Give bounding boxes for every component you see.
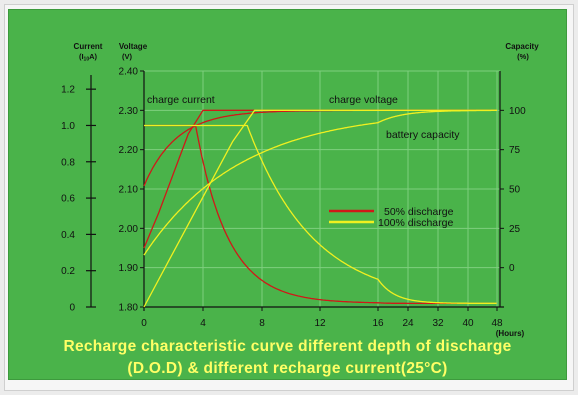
x-tick-label: 48 [491,318,503,329]
caption-line-2: (D.O.D) & different recharge current(25°… [127,360,448,377]
x-tick-label: 24 [402,318,414,329]
x-tick-label: 32 [432,318,444,329]
voltage-tick-label: 2.00 [119,224,139,235]
x-tick-label: 40 [462,318,474,329]
current-tick-label: 0.4 [61,230,75,241]
series-line-current-100pct [144,124,497,304]
voltage-tick-label: 1.80 [119,303,139,314]
series-line-voltage-50pct [143,109,497,249]
caption-line-1: Recharge characteristic curve different … [63,338,512,355]
current-tick-label: 0.8 [61,157,75,168]
current-tick-label: 1.2 [61,85,75,96]
voltage-tick-label: 2.30 [119,106,139,117]
current-tick-label: 0.2 [61,266,75,277]
charge-voltage-label: charge voltage [329,94,398,106]
capacity-tick-label: 25 [509,224,521,235]
labels: 0 0.2 0.4 0.6 0.8 1.0 1.2 1.80 1.90 2.00 2.10 2.20 2… [61,67,526,330]
voltage-axis-title: Voltage [119,42,148,51]
capacity-tick-label: 100 [509,106,526,117]
current-tick-label: 0 [69,303,75,314]
charge-current-label: charge current [147,94,215,106]
capacity-tick-label: 50 [509,185,521,196]
series-line-capacity-100pct [143,109,497,256]
legend: 50% discharge 100% discharge [329,206,454,229]
grid [143,70,500,308]
current-tick-label: 1.0 [61,121,75,132]
legend-label-50: 50% discharge [384,206,454,218]
current-axis-title: Current [74,42,103,51]
voltage-axis-unit: (V) [122,52,133,61]
x-tick-label: 4 [200,318,206,329]
x-tick-label: 8 [259,318,265,329]
axes [86,70,504,311]
voltage-tick-label: 1.90 [119,263,139,274]
series [143,109,497,308]
voltage-tick-label: 2.10 [119,185,139,196]
x-tick-label: 16 [372,318,384,329]
battery-capacity-label: battery capacity [386,129,460,141]
capacity-tick-label: 0 [509,263,515,274]
current-axis-unit: (I10A) [79,52,98,63]
voltage-tick-label: 2.40 [119,67,139,78]
legend-label-100: 100% discharge [378,217,453,229]
chart-caption: Recharge characteristic curve different … [8,336,567,380]
capacity-axis-unit: (%) [517,52,529,61]
x-tick-label: 12 [314,318,326,329]
capacity-tick-label: 75 [509,145,521,156]
capacity-axis-title: Capacity [505,42,539,51]
series-line-voltage-100pct [143,109,497,308]
x-tick-label: 0 [141,318,147,329]
x-axis-unit: (Hours) [496,329,525,338]
current-tick-label: 0.6 [61,194,75,205]
voltage-tick-label: 2.20 [119,145,139,156]
